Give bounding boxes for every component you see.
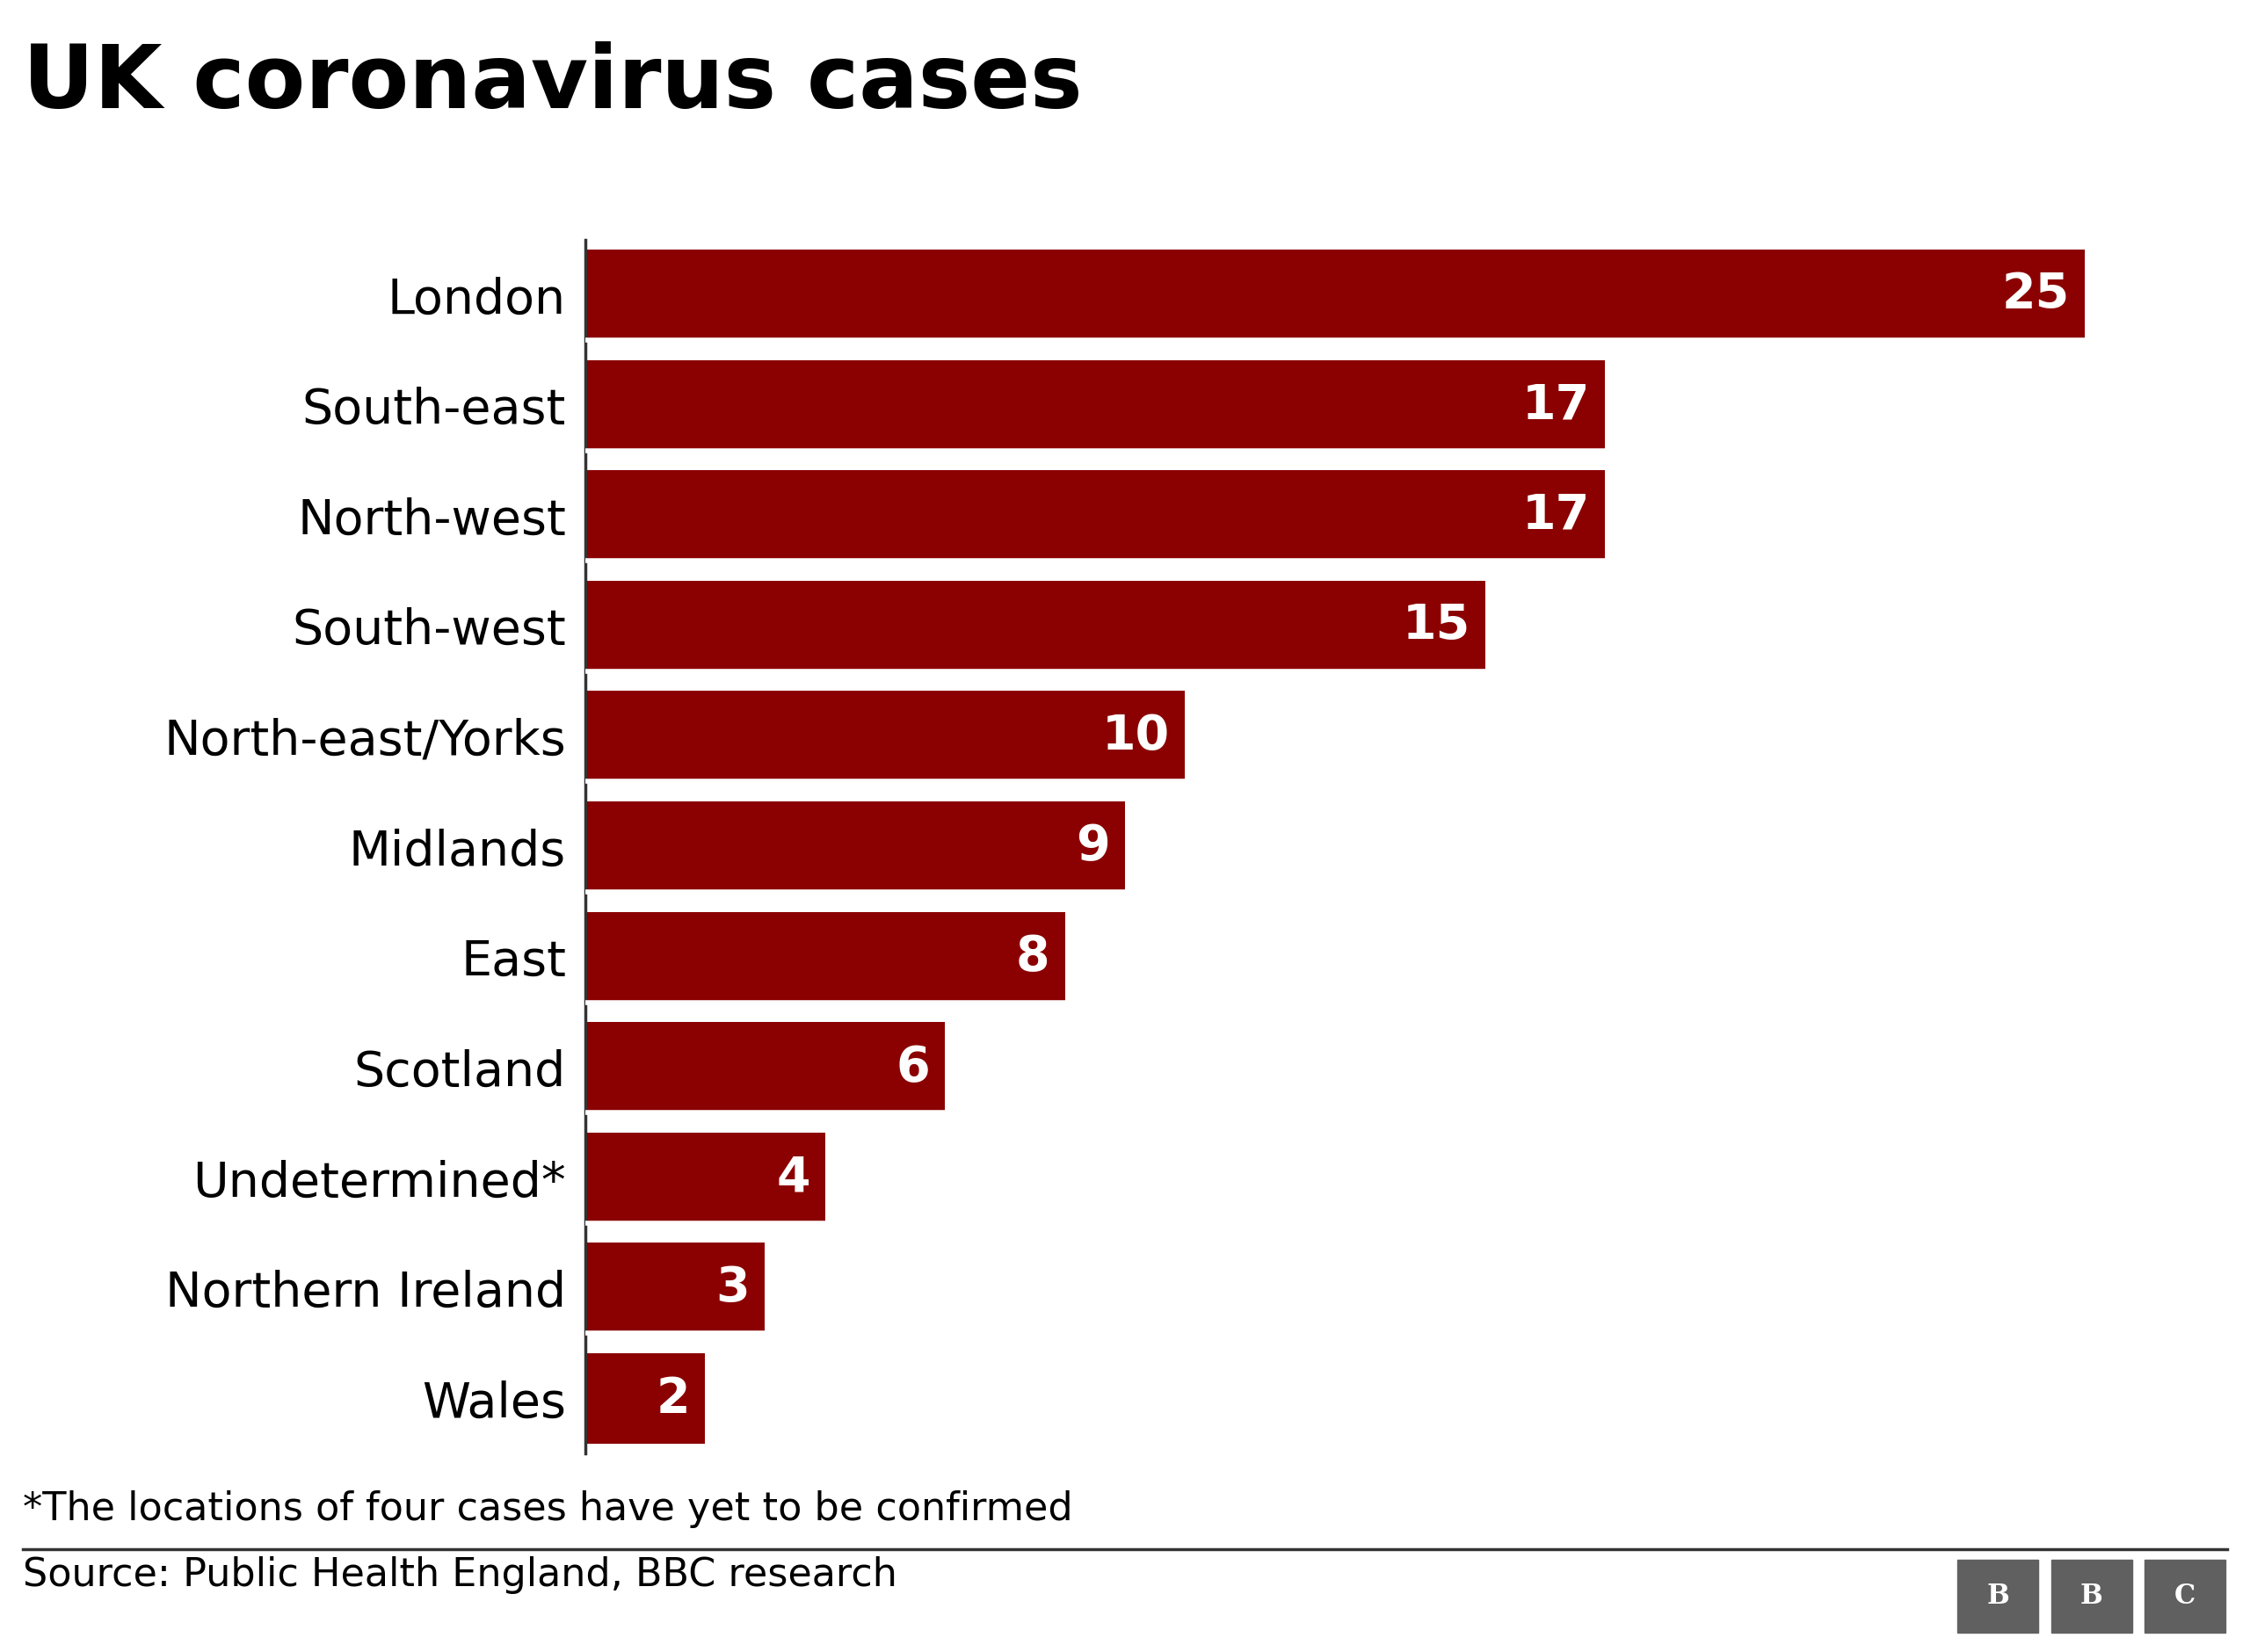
- Bar: [585, 1353, 704, 1444]
- Text: 10: 10: [1102, 712, 1170, 760]
- Text: 2: 2: [657, 1374, 691, 1422]
- Text: 17: 17: [1521, 492, 1591, 539]
- Text: 25: 25: [2002, 271, 2070, 319]
- Bar: [585, 1242, 765, 1333]
- Bar: [585, 801, 1125, 892]
- Text: UK coronavirus cases: UK coronavirus cases: [22, 41, 1082, 127]
- Text: 17: 17: [1521, 382, 1591, 430]
- Bar: [585, 360, 1604, 451]
- Text: 4: 4: [776, 1155, 810, 1201]
- Bar: [2052, 1559, 2133, 1632]
- Bar: [2144, 1559, 2225, 1632]
- Bar: [585, 691, 1186, 781]
- Bar: [1957, 1559, 2038, 1632]
- Bar: [585, 1023, 945, 1113]
- Text: 3: 3: [716, 1264, 749, 1312]
- Text: C: C: [2174, 1583, 2196, 1609]
- Text: 6: 6: [896, 1044, 929, 1090]
- Text: Source: Public Health England, BBC research: Source: Public Health England, BBC resea…: [22, 1556, 898, 1594]
- Text: B: B: [2081, 1583, 2104, 1609]
- Text: 15: 15: [1402, 603, 1469, 649]
- Bar: [585, 1133, 826, 1222]
- Bar: [585, 249, 2086, 340]
- Bar: [585, 471, 1604, 560]
- Bar: [585, 580, 1485, 671]
- Text: *The locations of four cases have yet to be confirmed: *The locations of four cases have yet to…: [22, 1490, 1073, 1528]
- Text: 9: 9: [1075, 823, 1109, 871]
- Text: 8: 8: [1017, 933, 1051, 981]
- Bar: [585, 912, 1064, 1003]
- Text: B: B: [1987, 1583, 2009, 1609]
